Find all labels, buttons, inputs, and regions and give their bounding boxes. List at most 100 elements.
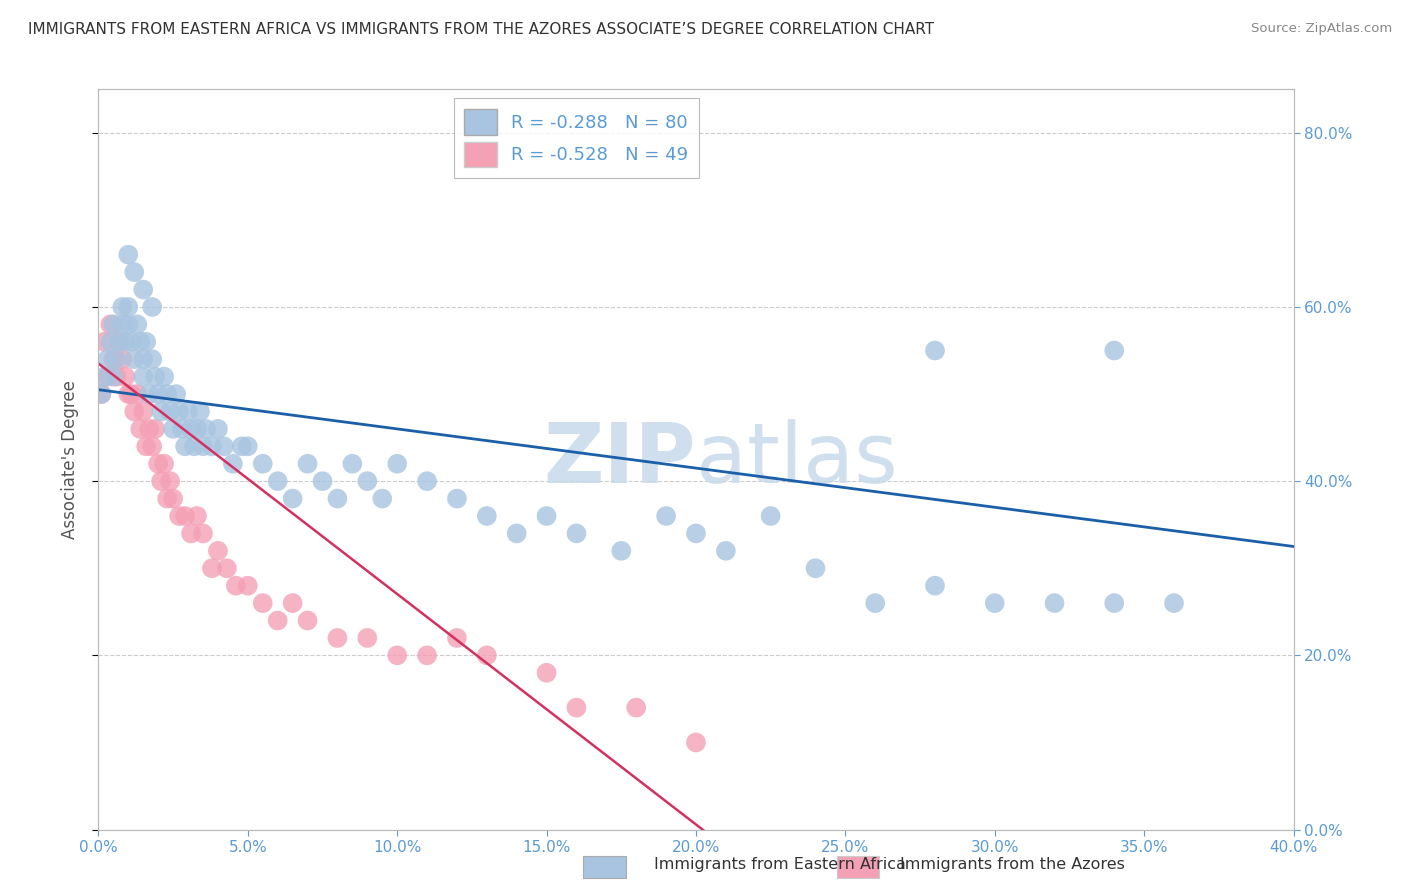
Point <box>90 387 112 401</box>
Point <box>98 334 122 349</box>
Point <box>207 544 229 558</box>
Point <box>141 300 163 314</box>
Point <box>475 648 498 663</box>
Point <box>759 508 782 523</box>
Point <box>143 369 166 384</box>
Point <box>195 422 218 436</box>
Point <box>536 665 558 680</box>
Point <box>111 318 134 332</box>
Point <box>506 526 529 541</box>
Point <box>90 387 112 401</box>
Point <box>416 474 439 488</box>
Point <box>804 561 827 575</box>
Point <box>231 439 253 453</box>
Point <box>565 526 588 541</box>
Point <box>180 422 202 436</box>
Point <box>536 508 558 523</box>
Point <box>127 318 149 332</box>
Point <box>93 334 115 349</box>
Point <box>215 561 238 575</box>
Point <box>148 387 170 401</box>
Point <box>416 648 439 663</box>
Point <box>201 561 224 575</box>
Point <box>281 491 304 506</box>
Point <box>141 439 163 453</box>
Point <box>165 387 187 401</box>
Point <box>135 334 157 349</box>
Point <box>117 387 139 401</box>
Point <box>167 404 190 418</box>
Point <box>326 491 349 506</box>
Point <box>156 491 179 506</box>
Point <box>132 404 155 418</box>
Point <box>225 579 247 593</box>
Point <box>103 318 125 332</box>
Point <box>124 404 146 418</box>
Point <box>924 343 946 358</box>
Point <box>167 508 190 523</box>
Point <box>117 300 139 314</box>
Point <box>252 457 274 471</box>
Point <box>98 318 122 332</box>
Point <box>236 579 259 593</box>
Point <box>183 439 205 453</box>
Point <box>655 508 678 523</box>
Point <box>124 352 146 367</box>
Text: IMMIGRANTS FROM EASTERN AFRICA VS IMMIGRANTS FROM THE AZORES ASSOCIATE’S DEGREE : IMMIGRANTS FROM EASTERN AFRICA VS IMMIGR… <box>28 22 934 37</box>
Point <box>96 352 118 367</box>
Point <box>138 422 160 436</box>
Text: Immigrants from Eastern Africa: Immigrants from Eastern Africa <box>654 857 905 872</box>
Point <box>201 439 224 453</box>
Point <box>120 387 142 401</box>
Point <box>1104 343 1126 358</box>
Point <box>626 700 648 714</box>
Point <box>610 544 633 558</box>
Point <box>186 508 208 523</box>
Point <box>475 508 498 523</box>
Point <box>236 439 259 453</box>
Point <box>342 457 364 471</box>
Point <box>124 265 146 279</box>
Point <box>148 457 170 471</box>
Point <box>172 422 194 436</box>
Point <box>356 474 378 488</box>
Point <box>297 457 319 471</box>
Point <box>326 631 349 645</box>
Point <box>153 457 176 471</box>
Point <box>174 508 197 523</box>
Point <box>385 648 409 663</box>
Point <box>865 596 887 610</box>
Point <box>132 369 155 384</box>
Point <box>135 439 157 453</box>
Point <box>138 387 160 401</box>
Point <box>108 334 131 349</box>
Point <box>356 631 378 645</box>
Point <box>117 318 139 332</box>
Point <box>143 422 166 436</box>
Point <box>159 404 181 418</box>
Point <box>114 334 136 349</box>
Point <box>191 526 214 541</box>
Point <box>222 457 245 471</box>
Point <box>114 369 136 384</box>
Point <box>162 491 184 506</box>
Point <box>105 369 128 384</box>
Point <box>108 334 131 349</box>
Point <box>156 387 179 401</box>
Legend: R = -0.288   N = 80, R = -0.528   N = 49: R = -0.288 N = 80, R = -0.528 N = 49 <box>454 98 699 178</box>
Point <box>371 491 394 506</box>
Point <box>132 352 155 367</box>
Point <box>177 404 200 418</box>
Point <box>174 439 197 453</box>
Point <box>446 491 468 506</box>
Point <box>153 369 176 384</box>
Text: ZIP: ZIP <box>544 419 696 500</box>
Point <box>924 579 946 593</box>
Point <box>685 735 707 749</box>
Point <box>212 439 235 453</box>
Point <box>191 439 214 453</box>
Point <box>1043 596 1066 610</box>
Point <box>385 457 409 471</box>
Y-axis label: Associate's Degree: Associate's Degree <box>60 380 79 539</box>
Point <box>111 352 134 367</box>
